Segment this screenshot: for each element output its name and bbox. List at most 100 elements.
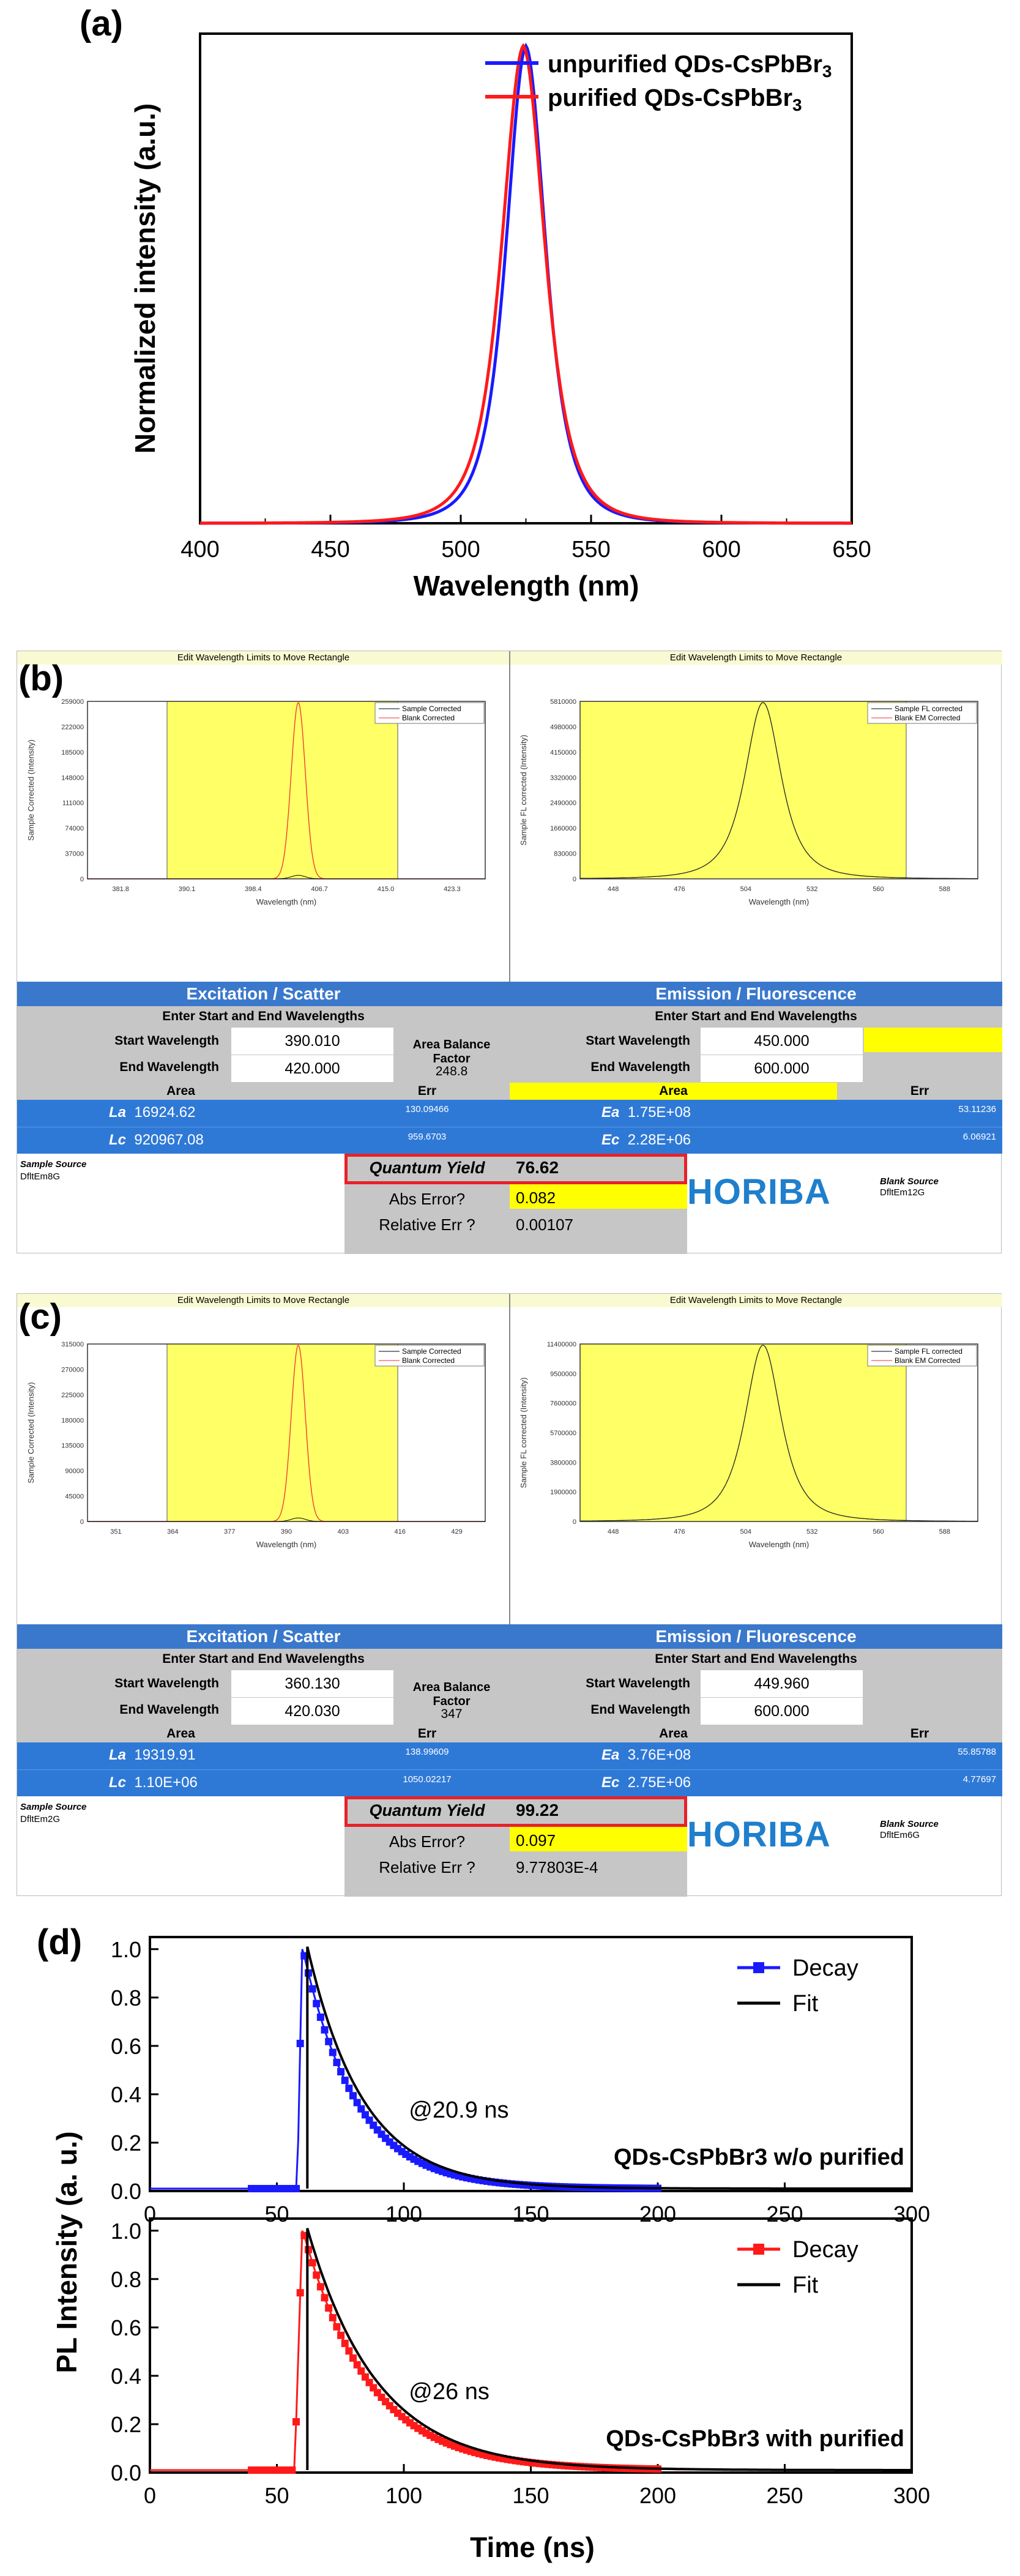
la-err: 138.99609 <box>405 1747 449 1757</box>
decay-marker <box>316 2013 324 2021</box>
y-tick-label: 222000 <box>61 723 84 731</box>
y-tick-label: 0 <box>573 876 576 883</box>
x-tick-label: 423.3 <box>444 886 461 893</box>
y-tick-label: 2490000 <box>550 800 576 807</box>
abf-value: 347 <box>441 1707 463 1721</box>
qy-value: 99.22 <box>516 1801 559 1820</box>
axis-y-title: Sample Corrected (Intensity) <box>26 739 35 840</box>
axis-x-title: Time (ns) <box>470 2531 595 2563</box>
decay-marker <box>333 2323 341 2331</box>
legend-label: Sample FL corrected <box>895 1347 962 1356</box>
excitation-header: Excitation / Scatter <box>17 982 510 1006</box>
x-tick-label: 476 <box>674 886 685 893</box>
ec-err: 4.77697 <box>962 1774 996 1785</box>
decay-marker <box>316 2283 324 2291</box>
x-tick-label: 560 <box>873 886 884 893</box>
decay-marker <box>296 2289 304 2297</box>
ex-err-head: Err <box>417 1727 437 1741</box>
y-tick-label: 1900000 <box>550 1489 576 1496</box>
y-tick-label: 5700000 <box>550 1430 576 1437</box>
legend-label: Blank Corrected <box>402 714 455 722</box>
abf-label: Area Balance Factor <box>412 1681 491 1708</box>
ex-start-label: Start Wavelength <box>114 1676 219 1690</box>
ec-label: Ec <box>601 1132 620 1148</box>
x-tick-label: 200 <box>639 2483 676 2508</box>
emission-header: Emission / Fluorescence <box>510 1624 1002 1649</box>
x-tick-label: 351 <box>110 1528 121 1536</box>
legend-unpurified-text: unpurified QDs-CsPbBr3 <box>548 51 832 81</box>
panel-c-qy-report: Edit Wavelength Limits to Move Rectangle… <box>17 1293 1002 1897</box>
x-tick-label: 200 <box>639 2201 676 2227</box>
panel-a-chart: 400 450 500 550 600 650 unpurified QDs-CsPbBr… <box>129 32 871 602</box>
y-tick-label: 90000 <box>65 1468 84 1475</box>
axis-x-title: Wavelength (nm) <box>749 1540 810 1549</box>
decay-marker <box>325 2037 333 2045</box>
ea-err: 55.85788 <box>958 1747 996 1757</box>
lc-value: 920967.08 <box>134 1132 204 1148</box>
decay-marker <box>325 2304 333 2312</box>
decay-marker <box>292 2185 300 2193</box>
ex-area-head: Area <box>166 1727 195 1741</box>
plot-frame <box>87 701 486 879</box>
right-title-bar: Edit Wavelength Limits to Move Rectangle <box>510 1294 1002 1307</box>
axis-x-title: Wavelength (nm) <box>414 570 639 602</box>
em-end-input[interactable]: 600.000 <box>701 1055 863 1082</box>
legend-decay-marker <box>753 1962 764 1973</box>
ea-label: Ea <box>601 1747 620 1763</box>
y-tick-label: 0.2 <box>111 2130 141 2156</box>
ex-start-input[interactable]: 390.010 <box>231 1028 393 1055</box>
legend-label: Sample Corrected <box>402 704 461 713</box>
legend-label: Blank EM Corrected <box>895 1356 960 1365</box>
y-tick-label: 7600000 <box>550 1400 576 1408</box>
panel-b-qy-report: Edit Wavelength Limits to Move Rectangle… <box>17 651 1002 1254</box>
rel-error-value: 9.77803E-4 <box>516 1858 598 1876</box>
abf-label: Area Balance Factor <box>412 1038 491 1066</box>
em-start-input[interactable]: 449.960 <box>701 1670 863 1697</box>
x-tick-label: 150 <box>512 2201 549 2227</box>
em-end-input[interactable]: 600.000 <box>701 1698 863 1725</box>
decay-marker <box>345 2085 353 2093</box>
blank-source-title: Blank Source <box>880 1819 939 1829</box>
emission-spectrum-chart: 5810000 4980000 4150000 3320000 2490000 16600… <box>519 698 978 906</box>
lifetime-annotation: @20.9 ns <box>409 2097 508 2123</box>
ex-start-input[interactable]: 360.130 <box>231 1670 393 1697</box>
x-tick-label: 0 <box>144 2201 156 2227</box>
selection-rect <box>579 701 907 879</box>
em-end-label: End Wavelength <box>590 1703 690 1717</box>
y-tick-label: 315000 <box>61 1341 84 1348</box>
axis-x-title: Wavelength (nm) <box>256 1540 317 1549</box>
y-tick-label: 4150000 <box>550 749 576 756</box>
ex-end-input[interactable]: 420.000 <box>231 1055 393 1082</box>
y-tick-label: 111000 <box>62 800 84 807</box>
legend-label: Sample Corrected <box>402 1347 461 1356</box>
ea-err: 53.11236 <box>958 1104 996 1114</box>
excitation-enter-label: Enter Start and End Wavelengths <box>162 1652 365 1666</box>
decay-marker <box>321 2294 329 2302</box>
legend-box <box>374 1345 485 1367</box>
legend-fit-label: Fit <box>792 2272 819 2298</box>
la-value: 16924.62 <box>134 1104 196 1121</box>
ex-end-input[interactable]: 420.030 <box>231 1698 393 1725</box>
emission-spectrum-chart: 11400000 9500000 7600000 5700000 3800000 1900… <box>519 1341 978 1549</box>
legend-decay-label: Decay <box>792 2237 858 2263</box>
excitation-spectrum-chart: 315000 270000 225000 180000 135000 90000 45000… <box>26 1341 486 1549</box>
x-tick-label: 416 <box>395 1528 406 1536</box>
x-tick-label: 476 <box>674 1528 685 1536</box>
abs-error-value: 0.097 <box>516 1831 556 1850</box>
decay-marker <box>357 2367 365 2375</box>
em-area-head: Area <box>659 1727 688 1741</box>
sample-source-title: Sample Source <box>20 1802 87 1812</box>
decay-marker <box>345 2347 353 2355</box>
axis-y-title: Normalized intensity (a.u.) <box>129 103 161 454</box>
decay-marker <box>349 2354 357 2362</box>
fit-line <box>306 1946 912 2190</box>
rel-error-value: 0.00107 <box>516 1215 573 1234</box>
blank-source-value: DfltEm12G <box>880 1187 925 1198</box>
y-tick-label: 74000 <box>65 825 84 832</box>
y-tick-label: 0 <box>573 1518 576 1526</box>
decay-marker <box>288 2466 296 2474</box>
emission-enter-label: Enter Start and End Wavelengths <box>655 1652 857 1666</box>
legend-label: Blank EM Corrected <box>895 714 960 722</box>
em-start-input[interactable]: 450.000 <box>701 1028 863 1055</box>
la-value: 19319.91 <box>134 1747 196 1763</box>
